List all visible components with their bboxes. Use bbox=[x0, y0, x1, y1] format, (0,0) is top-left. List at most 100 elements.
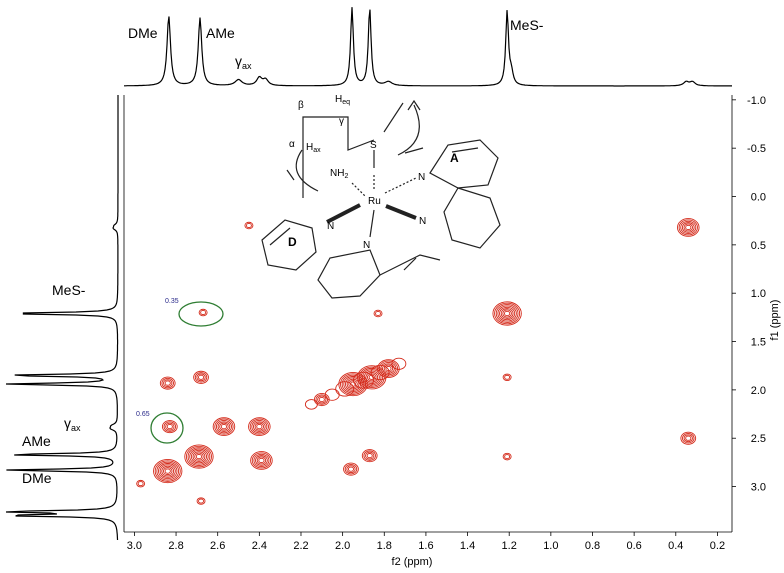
contour-ring bbox=[502, 309, 512, 318]
cross-peak bbox=[193, 370, 209, 384]
contour-ring bbox=[161, 377, 174, 389]
contour-ring bbox=[196, 497, 206, 505]
contour-ring bbox=[254, 422, 265, 431]
contour-ring bbox=[192, 451, 206, 462]
plot-frame bbox=[123, 95, 733, 533]
molecule-labels: β Heq γ α Hax S NH2 Ru A D N N N N bbox=[288, 94, 459, 251]
label-n-a: N bbox=[418, 172, 425, 183]
label-gamma: γ bbox=[339, 116, 344, 127]
label-n-right: N bbox=[419, 216, 426, 227]
contour-ring bbox=[500, 308, 514, 319]
contour-ring bbox=[200, 310, 207, 316]
x-tick-label: 2.4 bbox=[252, 540, 267, 552]
ring-center-right bbox=[443, 187, 501, 249]
contour-ring bbox=[164, 380, 171, 386]
contour-ring bbox=[156, 461, 180, 481]
cross-peak bbox=[492, 301, 522, 326]
contour-ring bbox=[163, 421, 177, 432]
contour-ring bbox=[251, 419, 268, 434]
contour-ring bbox=[497, 305, 517, 322]
contour-ring bbox=[163, 379, 173, 388]
contour-ring bbox=[492, 301, 522, 326]
label-heq: Heq bbox=[335, 94, 350, 106]
contour-ring bbox=[360, 367, 384, 387]
cross-peak-annotations: 0.35 0.65 bbox=[136, 298, 224, 444]
ruthenium-complex-structure bbox=[261, 99, 501, 299]
x-tick-label: 1.4 bbox=[460, 540, 475, 552]
contour-ring bbox=[159, 464, 176, 478]
left-label-gamma-ax: γax bbox=[64, 415, 81, 433]
x-tick-label: 1.8 bbox=[377, 540, 392, 552]
contour-ring bbox=[343, 462, 359, 476]
cross-peak bbox=[361, 449, 378, 463]
x-tick-label: 1.0 bbox=[543, 540, 558, 552]
contour-ring bbox=[317, 395, 327, 404]
contour-ring bbox=[154, 460, 181, 482]
annotation-ellipse-065 bbox=[150, 412, 184, 444]
left-projection: MeS- γax AMe DMe bbox=[5, 95, 119, 540]
contour-ring bbox=[365, 451, 375, 460]
x-tick-label: 2.6 bbox=[210, 540, 225, 552]
x-tick-label: 0.6 bbox=[626, 540, 641, 552]
ring-d-inner bbox=[269, 227, 291, 246]
contour-ring bbox=[244, 221, 254, 230]
cross-peak bbox=[198, 308, 208, 317]
cross-peak bbox=[161, 420, 178, 434]
contour-ring bbox=[249, 418, 269, 435]
cross-peak bbox=[677, 218, 700, 237]
contour-ring bbox=[344, 463, 358, 475]
contour-ring bbox=[683, 434, 693, 443]
y-axis-title: f1 (ppm) bbox=[769, 300, 781, 341]
contour-ring bbox=[495, 304, 519, 323]
contour-ring bbox=[159, 376, 176, 390]
contour-ring bbox=[363, 450, 376, 461]
contour-ring bbox=[366, 453, 373, 459]
contour-ring bbox=[195, 453, 203, 460]
contour-ring bbox=[682, 433, 695, 444]
cross-peak bbox=[343, 462, 359, 476]
molecule-methyl-s bbox=[383, 102, 404, 133]
contour-ring bbox=[245, 223, 252, 229]
top-projection: DMe AMe γax MeS- bbox=[124, 7, 732, 87]
x-axis-title: f2 (ppm) bbox=[392, 556, 433, 568]
contour-ring bbox=[252, 421, 266, 432]
contour-ring bbox=[255, 455, 268, 466]
annotation-ellipse-035 bbox=[178, 301, 224, 327]
contour-ring bbox=[161, 420, 178, 434]
cross-peak bbox=[136, 479, 146, 488]
contour-ring bbox=[313, 393, 330, 407]
cross-peak bbox=[184, 444, 214, 469]
x-tick-label: 0.2 bbox=[710, 540, 725, 552]
ru-na-bond bbox=[384, 177, 417, 194]
x-tick-label: 1.6 bbox=[418, 540, 433, 552]
left-projection-trace bbox=[5, 95, 119, 540]
contour-ring bbox=[680, 220, 697, 235]
x-tick-label: 3.0 bbox=[127, 540, 142, 552]
contour-ring bbox=[502, 452, 512, 461]
ru-n-bottom-bond bbox=[369, 209, 375, 238]
contour-ring bbox=[158, 463, 178, 480]
contour-ring bbox=[184, 444, 214, 469]
contour-ring bbox=[340, 373, 367, 395]
contour-ring bbox=[256, 424, 263, 430]
ridge-contour bbox=[335, 381, 355, 397]
contour-ring bbox=[504, 374, 511, 380]
contour-ring bbox=[248, 417, 271, 436]
contour-ring bbox=[165, 422, 175, 431]
contour-ring bbox=[185, 445, 212, 468]
contour-ring bbox=[189, 448, 209, 465]
x-tick-label: 2.8 bbox=[168, 540, 183, 552]
label-nh2: NH2 bbox=[330, 168, 348, 180]
contour-ring bbox=[383, 364, 394, 373]
diagonal-ridge bbox=[304, 357, 407, 410]
contour-ring bbox=[164, 468, 171, 474]
ring-a-methyl bbox=[404, 147, 424, 154]
contour-ring bbox=[683, 223, 693, 232]
contour-ring bbox=[677, 218, 700, 237]
label-beta: β bbox=[298, 100, 304, 111]
contour-ring bbox=[194, 452, 204, 461]
cross-peak bbox=[680, 431, 697, 445]
ridge-contour bbox=[370, 364, 390, 381]
contour-ring bbox=[197, 374, 205, 380]
cross-peak bbox=[313, 393, 330, 407]
